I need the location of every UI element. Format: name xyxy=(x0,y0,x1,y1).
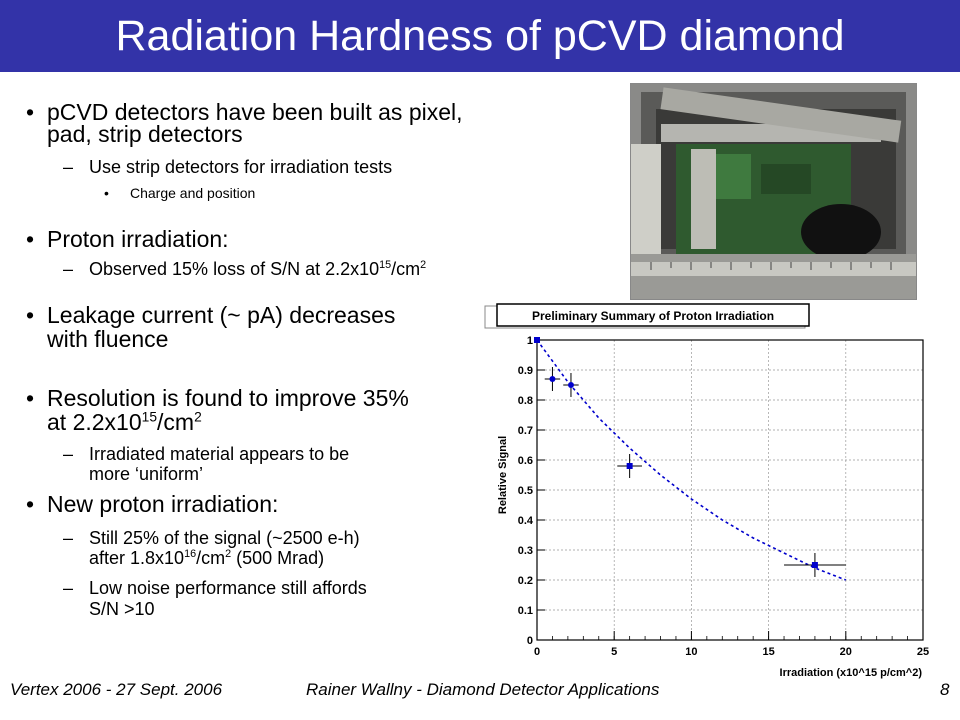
detector-photo-icon xyxy=(630,83,917,300)
y-tick-label: 0.4 xyxy=(518,515,534,527)
footer-author: Rainer Wallny - Diamond Detector Applica… xyxy=(306,680,660,699)
sub-bullet-dash: – xyxy=(63,578,74,598)
bullet-dot: • xyxy=(26,491,35,517)
plot-xlabel: Irradiation (x10^15 p/cm^2) xyxy=(780,667,923,679)
footer-conference: Vertex 2006 - 27 Sept. 2006 xyxy=(10,680,223,699)
bullet-5-sub-1-line-2: after 1.8x1016/cm2 (500 Mrad) xyxy=(89,548,325,568)
detector-photo-graphic xyxy=(631,84,916,299)
bullet-1-subsub-1: Charge and position xyxy=(130,185,256,201)
y-tick-label: 0.2 xyxy=(518,575,533,587)
bullet-3-line-2: with fluence xyxy=(47,326,169,352)
y-tick-label: 0.6 xyxy=(518,455,533,467)
footer-page-number: 8 xyxy=(940,680,950,699)
x-tick-label: 20 xyxy=(840,646,852,658)
bullet-5-sub-2-line-1: Low noise performance still affords xyxy=(89,578,367,598)
bullet-dot: • xyxy=(26,99,35,125)
data-point-square xyxy=(626,463,633,469)
x-tick-label: 15 xyxy=(762,646,774,658)
bullet-5: New proton irradiation: xyxy=(47,491,279,517)
x-tick-label: 5 xyxy=(611,646,617,658)
bullet-4-sub-1-line-2: more ‘uniform’ xyxy=(89,464,204,484)
data-point-circle xyxy=(567,382,574,388)
x-tick-label: 0 xyxy=(534,646,540,658)
bullet-5-sub-2-line-2: S/N >10 xyxy=(89,599,155,619)
bullet-4-line-1: Resolution is found to improve 35% xyxy=(47,385,409,411)
subsub-bullet-dot: • xyxy=(104,185,109,201)
sub-bullet-dash: – xyxy=(63,157,74,177)
sub-bullet-dash: – xyxy=(63,528,74,548)
y-tick-label: 1 xyxy=(527,335,533,347)
y-tick-label: 0.1 xyxy=(518,605,533,617)
irradiation-plot: Preliminary Summary of Proton Irradiatio… xyxy=(477,300,960,680)
y-tick-label: 0.5 xyxy=(518,485,533,497)
title-bar xyxy=(0,0,960,72)
data-point-square xyxy=(534,337,540,343)
bullet-4-sub-1-line-1: Irradiated material appears to be xyxy=(89,444,350,464)
bullet-5-sub-1-line-1: Still 25% of the signal (~2500 e-h) xyxy=(89,528,360,548)
bullet-1-line-1: pCVD detectors have been built as pixel, xyxy=(47,99,463,125)
bullet-1-line-2: pad, strip detectors xyxy=(47,121,243,147)
bullet-dot: • xyxy=(26,226,35,252)
bullet-1-sub-1: Use strip detectors for irradiation test… xyxy=(89,157,393,177)
bullet-dot: • xyxy=(26,385,35,411)
x-tick-label: 10 xyxy=(685,646,697,658)
y-tick-label: 0.8 xyxy=(518,395,533,407)
y-tick-label: 0.9 xyxy=(518,365,533,377)
y-tick-label: 0.7 xyxy=(518,425,533,437)
bullet-4-line-2: at 2.2x1015/cm2 xyxy=(47,409,202,435)
data-point-circle xyxy=(549,376,556,382)
slide-title: Radiation Hardness of pCVD diamond xyxy=(115,12,845,60)
x-tick-label: 25 xyxy=(917,646,929,658)
y-tick-label: 0 xyxy=(527,635,533,647)
y-tick-label: 0.3 xyxy=(518,545,533,557)
bullet-2-sub-1: Observed 15% loss of S/N at 2.2x1015/cm2 xyxy=(89,259,427,279)
irradiation-plot-svg: Preliminary Summary of Proton Irradiatio… xyxy=(477,300,960,680)
sub-bullet-dash: – xyxy=(63,444,74,464)
plot-ylabel: Relative Signal xyxy=(497,436,509,514)
fit-curve xyxy=(536,339,847,581)
bullet-3-line-1: Leakage current (~ pA) decreases xyxy=(47,302,396,328)
data-point-square xyxy=(811,562,818,568)
sub-bullet-dash: – xyxy=(63,259,74,279)
plot-title: Preliminary Summary of Proton Irradiatio… xyxy=(532,309,774,323)
plot-title-box xyxy=(496,303,810,327)
bullet-dot: • xyxy=(26,302,35,328)
bullet-2: Proton irradiation: xyxy=(47,226,229,252)
